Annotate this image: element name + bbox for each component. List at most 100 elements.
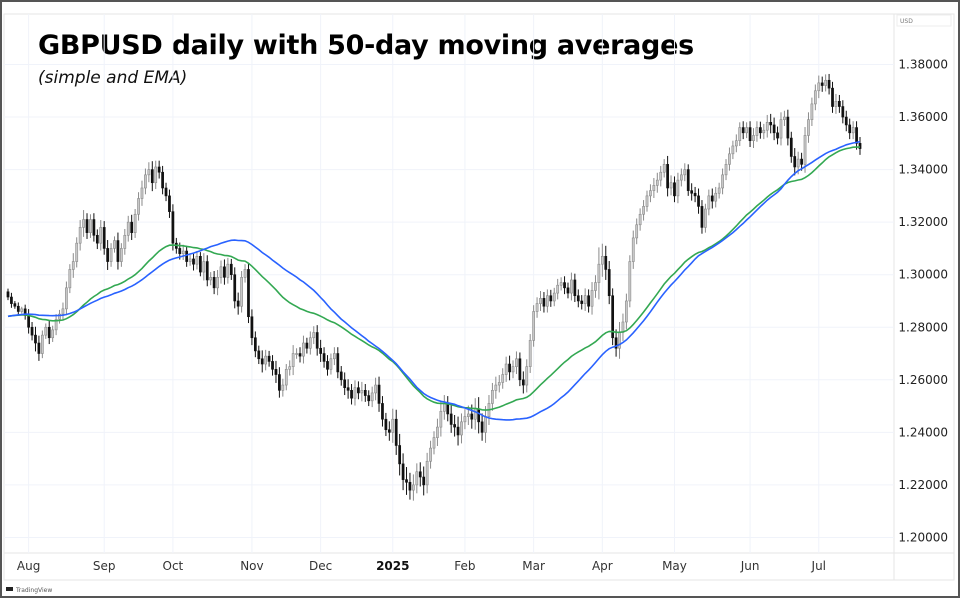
candle-up <box>779 119 783 139</box>
candle-up <box>600 256 604 265</box>
candle-up <box>484 416 487 433</box>
candle-down <box>212 277 216 289</box>
candle-down <box>693 192 697 197</box>
candle-down <box>456 426 460 436</box>
candle-up <box>635 224 639 239</box>
candle-up <box>51 329 55 339</box>
candle-down <box>405 479 408 483</box>
candle-down <box>614 337 618 349</box>
candle-up <box>425 460 429 486</box>
candle-up <box>333 353 336 360</box>
candle-down <box>278 374 281 391</box>
x-tick-label: Jul <box>811 559 826 573</box>
candle-down <box>518 358 522 381</box>
candle-up <box>683 169 687 176</box>
candle-down <box>394 418 398 446</box>
candle-down <box>34 334 37 344</box>
candle-down <box>164 187 168 197</box>
candle-down <box>27 315 30 328</box>
candle-up <box>494 384 498 391</box>
x-tick-label: May <box>662 559 687 573</box>
candle-down <box>446 403 450 415</box>
candle-up <box>834 100 838 107</box>
candle-down <box>453 424 456 428</box>
moving-averages <box>7 140 861 421</box>
candle-down <box>350 390 353 399</box>
candle-down <box>315 332 319 349</box>
tradingview-logo-icon <box>6 587 10 591</box>
candle-up <box>113 240 116 249</box>
candle-down <box>322 353 326 362</box>
candle-up <box>415 471 419 486</box>
candle-down <box>573 279 577 297</box>
candle-up <box>147 169 151 176</box>
candle-down <box>192 258 195 265</box>
candle-up <box>466 413 470 417</box>
candle-up <box>302 342 305 357</box>
y-tick-label: 1.30000 <box>898 268 948 282</box>
candle-down <box>422 476 426 486</box>
candle-down <box>858 143 862 149</box>
y-tick-label: 1.32000 <box>898 215 948 229</box>
candle-down <box>102 227 106 249</box>
candle-down <box>776 132 779 139</box>
currency-badge <box>896 14 952 27</box>
candle-up <box>594 282 597 291</box>
candle-up <box>810 103 814 120</box>
candle-up <box>807 119 810 136</box>
candle-down <box>85 219 89 233</box>
candle-up <box>676 179 680 197</box>
candle-down <box>607 269 611 297</box>
candle-up <box>669 182 673 189</box>
candle-up <box>216 277 219 289</box>
candle-down <box>408 481 412 491</box>
candle-up <box>109 248 113 262</box>
candle-up <box>202 261 206 273</box>
candle-down <box>470 413 474 420</box>
candle-down <box>257 350 261 360</box>
y-tick-label: 1.34000 <box>898 163 948 177</box>
candle-up <box>439 411 443 428</box>
candle-down <box>185 250 189 262</box>
candle-down <box>710 195 714 202</box>
candle-up <box>65 287 68 310</box>
candle-up <box>556 284 560 294</box>
candle-up <box>659 171 663 181</box>
candle-down <box>686 169 690 191</box>
candle-up <box>195 256 199 265</box>
candle-up <box>679 174 683 181</box>
candle-down <box>10 296 13 304</box>
candle-down <box>827 79 831 89</box>
candle-down <box>305 342 309 349</box>
candle-up <box>652 185 656 191</box>
candle-down <box>357 387 360 394</box>
candle-up <box>460 421 463 436</box>
candle-down <box>759 127 762 134</box>
candle-down <box>381 403 384 420</box>
candle-down <box>157 166 161 173</box>
candle-up <box>590 290 594 307</box>
candle-down <box>30 326 34 336</box>
candle-up <box>717 187 721 194</box>
candle-down <box>477 408 481 423</box>
candle-up <box>803 135 807 165</box>
candle-down <box>576 295 580 302</box>
candle-up <box>412 484 415 491</box>
candle-down <box>161 171 164 189</box>
candle-down <box>95 234 99 244</box>
candle-up <box>755 127 759 136</box>
candle-down <box>250 316 254 339</box>
candle-down <box>580 300 584 304</box>
candle-down <box>855 127 858 144</box>
candle-up <box>463 416 467 423</box>
tradingview-label: TradingView <box>15 587 52 594</box>
candle-down <box>673 182 676 197</box>
currency-label: USD <box>900 18 913 25</box>
candle-up <box>645 195 649 207</box>
candle-down <box>47 326 51 339</box>
candle-up <box>528 340 532 367</box>
candle-up <box>497 382 501 386</box>
candle-up <box>745 127 748 134</box>
chart-pane-border <box>3 13 955 581</box>
